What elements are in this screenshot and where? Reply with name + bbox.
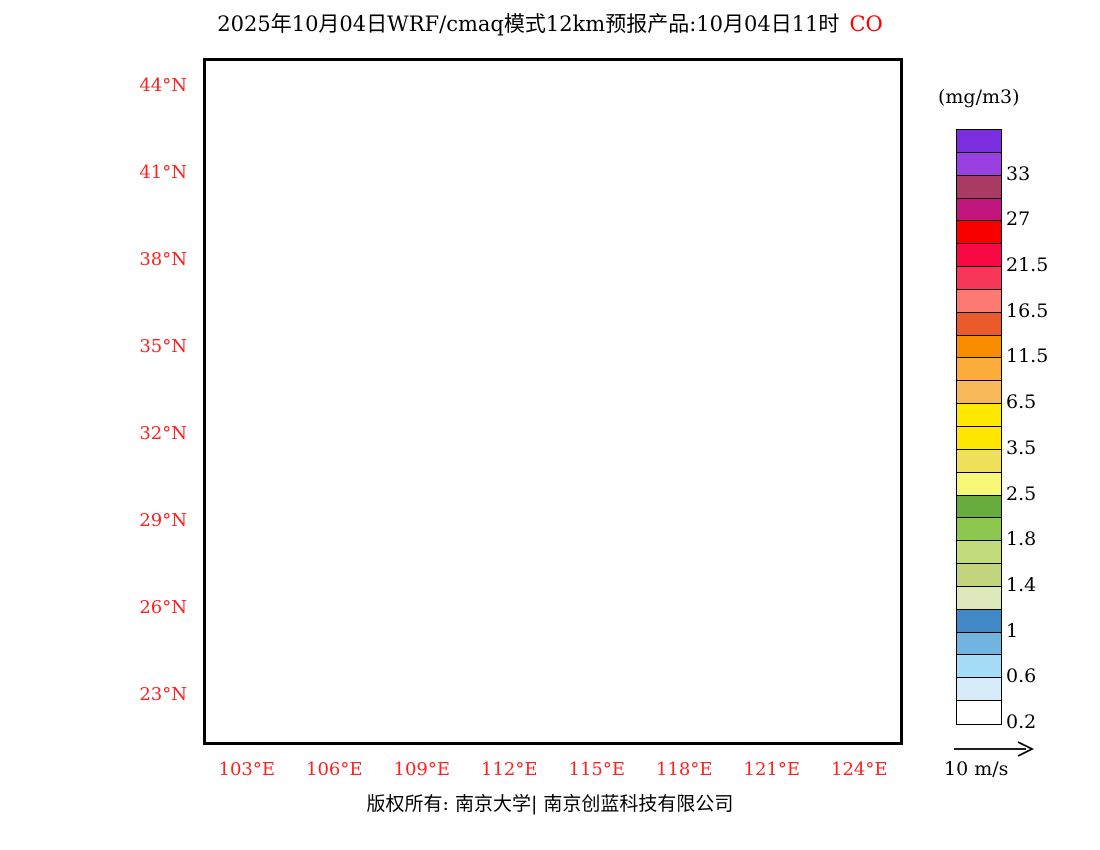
colorbar-band xyxy=(957,244,1001,268)
colorbar-tick-label: 0.2 xyxy=(1006,711,1037,733)
wind-scale-legend: 10 m/s xyxy=(944,738,1084,788)
lon-tick-label: 121°E xyxy=(743,759,801,780)
colorbar-band xyxy=(957,518,1001,542)
colorbar-band xyxy=(957,564,1001,587)
colorbar-tick-label: 33 xyxy=(1006,162,1031,185)
arrow-right-icon xyxy=(954,741,1035,757)
lat-tick-label: 44°N xyxy=(139,74,187,96)
lat-tick-label: 32°N xyxy=(139,422,187,444)
colorbar-band xyxy=(957,495,1001,519)
page-title: 2025年10月04日WRF/cmaq模式12km预报产品:10月04日11时 C… xyxy=(0,8,1100,38)
colorbar-tick-label: 1 xyxy=(1006,619,1019,642)
colorbar-band xyxy=(957,678,1001,702)
lon-tick-label: 112°E xyxy=(481,759,538,780)
colorbar-band xyxy=(957,152,1001,176)
colorbar-tick-label: 0.6 xyxy=(1006,665,1037,688)
colorbar-band xyxy=(957,289,1001,313)
colorbar-tick-label: 16.5 xyxy=(1006,299,1049,322)
copyright-footer: 版权所有: 南京大学| 南京创蓝科技有限公司 xyxy=(366,793,734,815)
map-panel[interactable] xyxy=(203,58,903,745)
lat-tick-label: 23°N xyxy=(139,683,187,705)
colorbar-band xyxy=(957,426,1001,450)
title-text: 2025年10月04日WRF/cmaq模式12km预报产品:10月04日11时 xyxy=(217,12,840,36)
lat-tick-label: 29°N xyxy=(139,509,187,531)
wind-scale-label: 10 m/s xyxy=(944,758,1009,780)
colorbar-band xyxy=(957,335,1001,359)
colorbar-band xyxy=(957,541,1001,565)
colorbar-tick-label: 11.5 xyxy=(1006,345,1049,368)
colorbar-tick-label: 27 xyxy=(1006,208,1031,231)
lat-tick-label: 41°N xyxy=(139,161,187,183)
colorbar-band xyxy=(957,632,1001,656)
lon-tick-label: 124°E xyxy=(831,759,888,780)
colorbar-band xyxy=(957,655,1001,679)
colorbar-band xyxy=(957,609,1001,633)
lat-tick-label: 35°N xyxy=(139,335,187,357)
lat-tick-label: 26°N xyxy=(139,596,187,618)
species-label: CO xyxy=(849,12,883,36)
colorbar-units: (mg/m3) xyxy=(938,86,1020,108)
lon-tick-label: 106°E xyxy=(306,759,363,780)
colorbar-band xyxy=(957,449,1001,473)
colorbar-band xyxy=(957,381,1001,405)
colorbar-band xyxy=(957,267,1001,290)
colorbar[interactable] xyxy=(956,129,1002,725)
colorbar-band xyxy=(957,701,1001,724)
colorbar-band xyxy=(957,221,1001,245)
lon-tick-label: 109°E xyxy=(393,759,451,780)
colorbar-band xyxy=(957,312,1001,336)
colorbar-band xyxy=(957,198,1001,222)
colorbar-tick-label: 3.5 xyxy=(1006,436,1037,459)
colorbar-tick-label: 1.8 xyxy=(1006,528,1037,551)
colorbar-tick-label: 21.5 xyxy=(1006,254,1049,277)
colorbar-band xyxy=(957,472,1001,496)
colorbar-tick-label: 1.4 xyxy=(1006,573,1037,596)
lon-tick-label: 118°E xyxy=(656,759,713,780)
lat-tick-label: 38°N xyxy=(139,248,187,270)
map-border xyxy=(203,58,903,745)
colorbar-band xyxy=(957,586,1001,610)
lon-tick-label: 103°E xyxy=(218,759,276,780)
colorbar-band xyxy=(957,175,1001,199)
colorbar-band xyxy=(957,404,1001,427)
colorbar-tick-label: 2.5 xyxy=(1006,482,1037,505)
colorbar-band xyxy=(957,130,1001,153)
lon-tick-label: 115°E xyxy=(568,759,626,780)
colorbar-tick-label: 6.5 xyxy=(1006,391,1037,414)
colorbar-band xyxy=(957,358,1001,382)
